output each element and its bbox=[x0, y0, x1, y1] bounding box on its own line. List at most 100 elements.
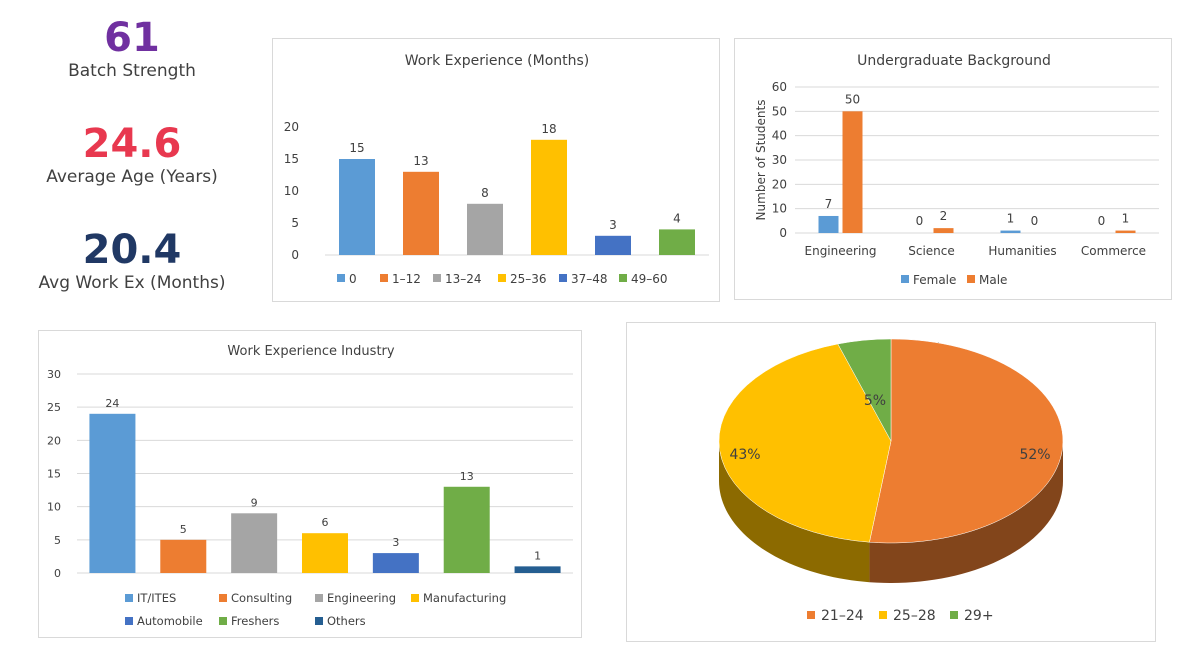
chart-title: Work Experience (Months) bbox=[405, 53, 590, 69]
stat-value: 61 bbox=[104, 15, 160, 61]
x-tick-label: Humanities bbox=[988, 244, 1056, 258]
data-label: 7 bbox=[825, 197, 833, 211]
y-tick-label: 15 bbox=[47, 468, 61, 481]
bar bbox=[818, 215, 839, 233]
legend-label: Others bbox=[327, 614, 366, 628]
pie-group bbox=[718, 338, 1064, 583]
legend-label: Automobile bbox=[137, 614, 203, 628]
y-tick-label: 10 bbox=[47, 501, 61, 514]
legend-label: Female bbox=[913, 273, 956, 287]
bar bbox=[160, 539, 207, 573]
stat-label: Average Age (Years) bbox=[46, 167, 218, 187]
y-tick-label: 20 bbox=[284, 120, 299, 134]
x-tick-label: Science bbox=[908, 244, 955, 258]
y-tick-label: 10 bbox=[284, 184, 299, 198]
x-tick-label: Engineering bbox=[805, 244, 877, 258]
legend-swatch bbox=[433, 274, 441, 282]
data-label: 13 bbox=[413, 154, 428, 168]
bar bbox=[531, 139, 567, 255]
legend-label: 0 bbox=[349, 272, 357, 286]
chart-title: Undergraduate Background bbox=[857, 53, 1051, 69]
y-tick-label: 20 bbox=[47, 434, 61, 447]
legend-label: Manufacturing bbox=[423, 591, 506, 605]
bar bbox=[467, 203, 503, 255]
legend-label: 49–60 bbox=[631, 272, 668, 286]
legend-swatch bbox=[315, 617, 323, 625]
legend-swatch bbox=[901, 275, 909, 283]
chart-undergraduate-background: Undergraduate Background 0 10 20 30 40 50 60 Num… bbox=[734, 38, 1172, 300]
bar bbox=[339, 159, 375, 255]
data-label: 24 bbox=[105, 397, 119, 410]
legend-label: 25–28 bbox=[893, 608, 936, 624]
data-label: 13 bbox=[460, 470, 474, 483]
bar bbox=[403, 171, 439, 255]
y-tick-label: 15 bbox=[284, 152, 299, 166]
y-tick-label: 30 bbox=[772, 153, 787, 167]
legend-swatch bbox=[967, 275, 975, 283]
bar bbox=[302, 533, 348, 573]
legend-label: Freshers bbox=[231, 614, 279, 628]
stat-value: 20.4 bbox=[82, 227, 182, 273]
bar bbox=[842, 111, 863, 233]
data-label: 0 bbox=[1031, 214, 1039, 228]
pie-slice bbox=[869, 338, 1064, 544]
legend-label: Engineering bbox=[327, 591, 396, 605]
legend-label: Consulting bbox=[231, 591, 292, 605]
pie-slice bbox=[718, 343, 892, 543]
chart-work-experience: Work Experience (Months) 0 5 10 15 20 15 13 8 18 3… bbox=[272, 38, 720, 302]
legend-label: 1–12 bbox=[392, 272, 421, 286]
bar bbox=[1115, 230, 1136, 233]
bar bbox=[1000, 230, 1021, 233]
stat-average-age: 24.6 Average Age (Years) bbox=[22, 122, 242, 188]
bar bbox=[659, 229, 695, 255]
y-tick-label: 25 bbox=[47, 401, 61, 414]
legend-label: 29+ bbox=[964, 608, 994, 624]
data-label: 43% bbox=[729, 447, 760, 463]
data-label: 0 bbox=[916, 214, 924, 228]
legend-swatch bbox=[559, 274, 567, 282]
bar bbox=[443, 486, 490, 573]
data-label: 1 bbox=[1122, 212, 1130, 226]
data-label: 15 bbox=[349, 141, 364, 155]
y-tick-label: 40 bbox=[772, 129, 787, 143]
y-tick-label: 60 bbox=[772, 80, 787, 94]
data-label: 3 bbox=[609, 218, 617, 232]
legend-swatch bbox=[879, 611, 887, 619]
data-label: 50 bbox=[845, 92, 860, 106]
y-tick-label: 10 bbox=[772, 202, 787, 216]
legend-label: 37–48 bbox=[571, 272, 608, 286]
stat-value: 24.6 bbox=[82, 121, 182, 167]
data-label: 9 bbox=[251, 496, 258, 509]
bar bbox=[595, 235, 631, 255]
y-tick-label: 5 bbox=[291, 216, 299, 230]
chart-work-experience-industry: Work Experience Industry 0 5 10 15 20 25 30 24 5 9… bbox=[38, 330, 582, 638]
data-label: 2 bbox=[940, 209, 948, 223]
legend-swatch bbox=[125, 594, 133, 602]
chart-title: Work Experience Industry bbox=[227, 344, 394, 359]
y-tick-label: 20 bbox=[772, 177, 787, 191]
legend-label: 25–36 bbox=[510, 272, 547, 286]
legend-swatch bbox=[950, 611, 958, 619]
legend-swatch bbox=[411, 594, 419, 602]
legend-label: 13–24 bbox=[445, 272, 482, 286]
data-label: 52% bbox=[1019, 447, 1050, 463]
pie-slice-side bbox=[869, 441, 1063, 583]
bar bbox=[89, 413, 136, 573]
legend-swatch bbox=[219, 617, 227, 625]
legend-swatch bbox=[619, 274, 627, 282]
bar bbox=[372, 553, 419, 573]
legend-label: IT/ITES bbox=[137, 591, 176, 605]
data-label: 5 bbox=[180, 523, 187, 536]
y-tick-label: 5 bbox=[54, 534, 61, 547]
data-label: 1 bbox=[1007, 212, 1015, 226]
y-tick-label: 0 bbox=[54, 567, 61, 580]
y-tick-label: 50 bbox=[772, 104, 787, 118]
y-tick-label: 30 bbox=[47, 368, 61, 381]
bar bbox=[933, 228, 954, 233]
legend-label: Male bbox=[979, 273, 1007, 287]
pie-slice-side bbox=[719, 441, 870, 583]
data-label: 6 bbox=[322, 516, 329, 529]
stat-avg-work-ex: 20.4 Avg Work Ex (Months) bbox=[22, 228, 242, 294]
legend-swatch bbox=[125, 617, 133, 625]
